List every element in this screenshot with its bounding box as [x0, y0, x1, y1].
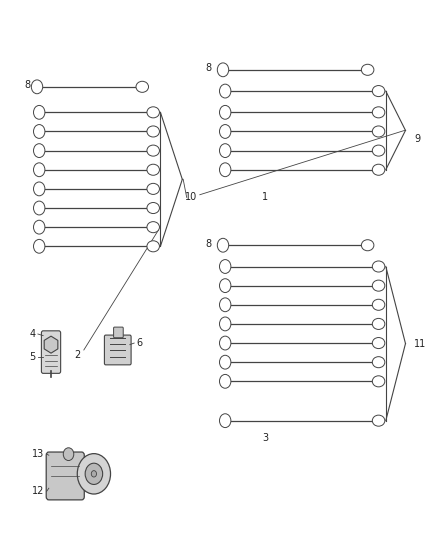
FancyBboxPatch shape — [41, 331, 60, 373]
Circle shape — [219, 163, 230, 176]
Circle shape — [33, 163, 45, 176]
Ellipse shape — [371, 261, 384, 272]
Circle shape — [33, 239, 45, 253]
Circle shape — [33, 220, 45, 234]
Circle shape — [219, 84, 230, 98]
Text: 11: 11 — [413, 338, 425, 349]
Ellipse shape — [371, 164, 384, 175]
FancyBboxPatch shape — [104, 335, 131, 365]
Ellipse shape — [371, 85, 384, 96]
Ellipse shape — [371, 415, 384, 426]
Ellipse shape — [371, 126, 384, 137]
Circle shape — [217, 238, 228, 252]
Ellipse shape — [371, 280, 384, 291]
Circle shape — [217, 63, 228, 77]
Circle shape — [219, 374, 230, 388]
Polygon shape — [44, 336, 58, 353]
Text: 8: 8 — [25, 80, 31, 90]
Ellipse shape — [147, 203, 159, 214]
FancyBboxPatch shape — [113, 327, 123, 338]
Circle shape — [219, 106, 230, 119]
Ellipse shape — [147, 126, 159, 137]
Ellipse shape — [371, 318, 384, 329]
Text: 8: 8 — [205, 239, 211, 248]
Ellipse shape — [147, 145, 159, 156]
Circle shape — [219, 279, 230, 293]
Text: 3: 3 — [262, 433, 268, 443]
Circle shape — [33, 125, 45, 139]
Text: 13: 13 — [32, 449, 44, 459]
Text: 4: 4 — [29, 329, 35, 339]
Text: 6: 6 — [136, 338, 142, 348]
Circle shape — [33, 182, 45, 196]
Text: 8: 8 — [205, 63, 211, 73]
Ellipse shape — [360, 64, 373, 75]
Circle shape — [219, 414, 230, 427]
Ellipse shape — [371, 357, 384, 368]
Circle shape — [33, 144, 45, 158]
Circle shape — [31, 80, 42, 94]
Circle shape — [91, 471, 96, 477]
Text: 12: 12 — [32, 487, 44, 496]
Circle shape — [219, 317, 230, 331]
Text: 10: 10 — [184, 192, 197, 203]
Ellipse shape — [147, 222, 159, 233]
FancyBboxPatch shape — [46, 452, 84, 500]
Circle shape — [219, 356, 230, 369]
Text: 5: 5 — [29, 352, 35, 362]
Text: 2: 2 — [74, 350, 80, 360]
Ellipse shape — [371, 337, 384, 349]
Circle shape — [33, 201, 45, 215]
Ellipse shape — [136, 82, 148, 92]
Circle shape — [219, 125, 230, 139]
Text: 1: 1 — [262, 192, 268, 203]
Circle shape — [219, 298, 230, 312]
Text: 9: 9 — [413, 134, 420, 144]
Circle shape — [85, 463, 102, 484]
Ellipse shape — [371, 107, 384, 118]
Ellipse shape — [371, 299, 384, 310]
Ellipse shape — [147, 107, 159, 118]
Ellipse shape — [147, 164, 159, 175]
Circle shape — [219, 144, 230, 158]
Circle shape — [219, 336, 230, 350]
Circle shape — [219, 260, 230, 273]
Ellipse shape — [371, 376, 384, 387]
Ellipse shape — [147, 241, 159, 252]
Ellipse shape — [360, 240, 373, 251]
Ellipse shape — [371, 145, 384, 156]
Ellipse shape — [147, 183, 159, 195]
Circle shape — [77, 454, 110, 494]
Circle shape — [33, 106, 45, 119]
Circle shape — [63, 448, 74, 461]
